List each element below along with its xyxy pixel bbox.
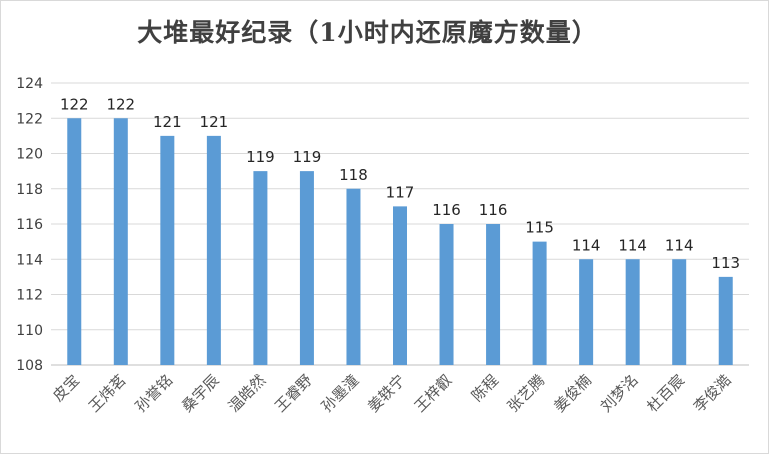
data-label: 115 <box>525 219 554 237</box>
y-tick-label: 112 <box>16 288 43 304</box>
bar <box>393 206 407 365</box>
x-tick-label: 姜俊楠 <box>550 371 595 416</box>
data-label: 121 <box>200 113 229 131</box>
x-tick-label: 姜轶宁 <box>364 371 409 416</box>
x-tick-label: 孙墨潼 <box>318 371 363 416</box>
y-tick-label: 114 <box>16 252 43 268</box>
bar <box>253 171 268 365</box>
y-tick-label: 116 <box>16 217 43 233</box>
bar <box>67 118 82 365</box>
data-label: 117 <box>386 183 415 201</box>
bar <box>532 241 547 365</box>
x-tick-label: 陈程 <box>468 371 502 405</box>
x-tick-label: 孙誉铭 <box>132 371 177 416</box>
bar <box>346 188 361 365</box>
data-label: 121 <box>153 113 182 131</box>
bar <box>486 224 501 365</box>
x-tick-label: 王睿野 <box>271 371 316 416</box>
x-tick-label: 王炜茗 <box>85 371 130 416</box>
y-tick-label: 122 <box>16 111 43 127</box>
x-tick-label: 张艺腾 <box>504 371 549 416</box>
chart-title: 大堆最好纪录（1小时内还原魔方数量） <box>137 18 598 47</box>
bar <box>672 259 687 365</box>
bar <box>579 259 594 365</box>
data-labels: 122 122 121 121 119 119 118 117 116 116 115 114 114 1… <box>60 95 740 272</box>
bar <box>113 118 128 365</box>
bar <box>206 135 221 365</box>
data-label: 114 <box>572 236 601 254</box>
bars <box>67 118 733 365</box>
data-label: 119 <box>246 148 275 166</box>
bar <box>160 135 175 365</box>
x-tick-label: 皮宝 <box>49 371 83 405</box>
x-tick-label: 温皓然 <box>225 371 270 416</box>
data-label: 119 <box>293 148 322 166</box>
bar <box>439 224 454 365</box>
y-tick-label: 108 <box>16 358 43 374</box>
y-axis-ticks: 108 110 112 114 116 118 120 122 124 <box>16 76 43 374</box>
y-tick-label: 118 <box>16 182 43 198</box>
x-tick-label: 王梓叡 <box>411 371 456 416</box>
bar <box>625 259 640 365</box>
category-labels: 皮宝 王炜茗 孙誉铭 桑宇辰 温皓然 王睿野 孙墨潼 姜轶宁 王梓叡 陈程 张艺腾 姜俊楠 刘梦洺 杜百宸… <box>49 371 734 416</box>
data-label: 116 <box>432 201 461 219</box>
y-tick-label: 110 <box>16 323 43 339</box>
data-label: 114 <box>665 236 694 254</box>
x-tick-label: 杜百宸 <box>643 371 688 416</box>
y-tick-label: 124 <box>16 76 43 92</box>
data-label: 113 <box>711 254 740 272</box>
x-tick-label: 刘梦洺 <box>597 371 642 416</box>
bar <box>299 171 314 365</box>
bar <box>718 276 733 365</box>
y-tick-label: 120 <box>16 147 43 163</box>
data-label: 122 <box>106 95 135 113</box>
data-label: 122 <box>60 95 89 113</box>
data-label: 118 <box>339 166 368 184</box>
data-label: 116 <box>479 201 508 219</box>
data-label: 114 <box>618 236 647 254</box>
x-tick-label: 桑宇辰 <box>178 371 223 416</box>
x-tick-label: 李俊澔 <box>690 371 735 416</box>
